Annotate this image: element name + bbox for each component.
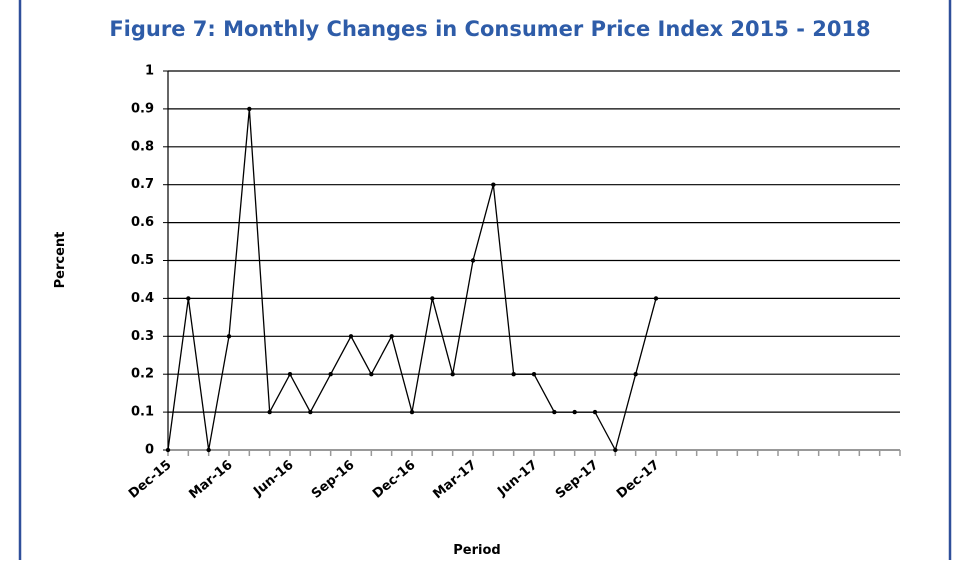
y-tick-label: 0.9	[131, 101, 154, 116]
y-tick-label: 0.7	[131, 177, 154, 192]
point	[633, 372, 638, 377]
point	[572, 409, 577, 415]
point	[247, 106, 252, 112]
x-axis-label: Period	[453, 543, 500, 558]
point	[186, 296, 191, 301]
frame	[18, 0, 952, 564]
y-axis-label: Percent	[53, 232, 68, 289]
point	[450, 372, 455, 377]
point	[653, 296, 659, 301]
y-tick-label: 1	[145, 64, 154, 79]
y-tick-label: 0.5	[131, 253, 154, 268]
y-tick-label: 0.1	[131, 405, 154, 420]
point	[511, 372, 516, 377]
point	[552, 409, 557, 415]
point	[328, 372, 333, 377]
point	[165, 447, 171, 453]
point	[206, 447, 211, 453]
point	[430, 296, 435, 301]
point	[409, 409, 415, 415]
point	[389, 334, 394, 339]
point	[613, 447, 618, 453]
point	[531, 372, 537, 377]
chart-title: Figure 7: Monthly Changes in Consumer Pr…	[109, 17, 870, 41]
point	[592, 409, 598, 415]
y-tick-label: 0	[145, 443, 154, 458]
y-tick-label: 0.6	[131, 215, 154, 230]
y-tick-label: 0.3	[131, 329, 154, 344]
point	[491, 182, 496, 187]
y-tick-label: 0.2	[131, 367, 154, 382]
point	[267, 409, 272, 415]
point	[348, 334, 354, 339]
point	[470, 258, 476, 263]
point	[287, 372, 293, 377]
point	[226, 334, 232, 339]
point	[369, 372, 374, 377]
y-tick-label: 0.8	[131, 139, 154, 154]
y-tick-label: 0.4	[131, 291, 154, 306]
point	[308, 409, 313, 415]
